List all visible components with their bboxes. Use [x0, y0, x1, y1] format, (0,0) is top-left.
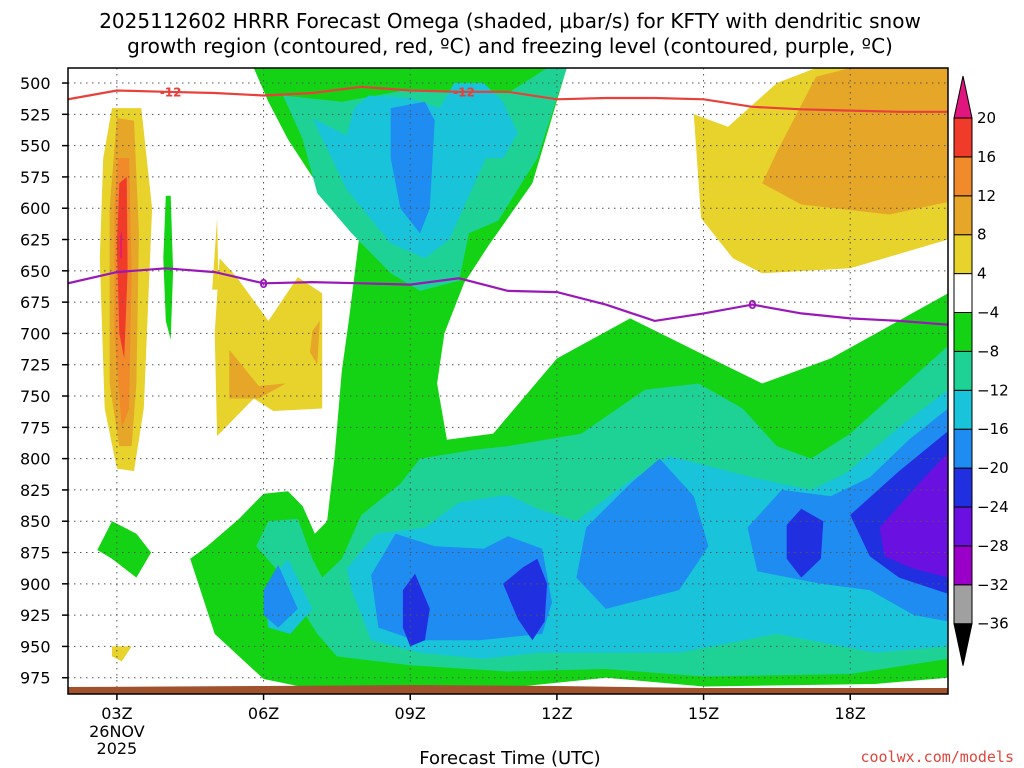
colorbar-tick-5: −16: [977, 420, 1009, 438]
dgz-contour-line: [68, 85, 948, 113]
colorbar-tick-4: −20: [977, 459, 1009, 477]
colorbar-tick-3: −24: [977, 498, 1009, 516]
y-tick-label-750: 750: [20, 387, 51, 406]
y-tick-label-875: 875: [20, 544, 51, 563]
y-tick-label-700: 700: [20, 324, 51, 343]
y-tick-label-775: 775: [20, 418, 51, 437]
omega-region-4-4: [112, 646, 132, 662]
colorbar-tick-10: 8: [977, 226, 987, 244]
omega-region-neg20-1: [503, 558, 548, 641]
dgz-contour-label-0: -12: [160, 85, 182, 99]
y-tick-label-725: 725: [20, 356, 51, 375]
colorbar-tick-6: −12: [977, 381, 1009, 399]
omega-region-8-1: [229, 349, 286, 399]
freezing-contour-label-0: 0: [259, 277, 267, 291]
omega-region-neg24-0: [879, 452, 948, 578]
x-tick-label-9: 09Z: [395, 704, 426, 723]
colorbar-tick-1: −32: [977, 576, 1009, 594]
x-tick-sublabel-3-0: 26NOV: [89, 722, 145, 741]
colorbar-tick-2: −28: [977, 537, 1009, 555]
omega-region-neg20-0: [402, 573, 430, 647]
colorbar-tick-0: −36: [977, 615, 1009, 633]
colorbar-segment-0: [953, 584, 973, 625]
y-tick-label-950: 950: [20, 637, 51, 656]
omega-region-neg16-4: [263, 565, 298, 628]
grid-lines: [68, 68, 948, 694]
colorbar-top-arrow: [953, 75, 973, 119]
colorbar-segment-8: [953, 273, 973, 314]
omega-region-neg16-2: [576, 458, 709, 609]
y-tick-label-600: 600: [20, 199, 51, 218]
colorbar-segment-3: [953, 467, 973, 508]
omega-region-neg4-2: [97, 521, 152, 578]
colorbar-segment-10: [953, 195, 973, 236]
colorbar-segment-2: [953, 506, 973, 547]
y-axis: 500 525 550 575 600 625 650 675 700 725 750 775 800 8…: [20, 74, 68, 688]
colorbar-tick-8: −4: [977, 304, 999, 322]
omega-region-neg16-0: [390, 101, 435, 234]
omega-region-8-3: [762, 68, 948, 215]
colorbar-segment-11: [953, 156, 973, 197]
x-axis-label: Forecast Time (UTC): [419, 748, 600, 768]
plot-frame: [67, 67, 949, 695]
x-tick-sublabel-3-1: 2025: [97, 739, 138, 758]
y-tick-label-650: 650: [20, 262, 51, 281]
omega-region-4-2: [212, 218, 219, 290]
y-tick-label-575: 575: [20, 168, 51, 187]
y-tick-label-675: 675: [20, 293, 51, 312]
chart-title-line-2: growth region (contoured, red, ºC) and f…: [127, 34, 893, 58]
colorbar-tick-7: −8: [977, 342, 999, 360]
colorbar-tick-13: 20: [977, 109, 996, 127]
colorbar-bottom-arrow: [953, 623, 973, 666]
colorbar-segment-9: [953, 234, 973, 275]
x-tick-label-15: 15Z: [688, 704, 719, 723]
omega-region-neg20-2: [786, 508, 824, 578]
colorbar: −36 −32 −28 −24 −20 −16 −12 −8 −4 4 8 12 16 20: [953, 75, 1009, 666]
y-tick-label-800: 800: [20, 450, 51, 469]
dgz-contour-label-1: -12: [453, 85, 475, 99]
colorbar-segment-7: [953, 312, 973, 352]
x-tick-label-18: 18Z: [835, 704, 866, 723]
colorbar-tick-9: 4: [977, 265, 987, 283]
colorbar-tick-11: 12: [977, 187, 996, 205]
colorbar-tick-12: 16: [977, 148, 996, 166]
omega-region-8-2: [310, 320, 320, 365]
y-tick-label-850: 850: [20, 512, 51, 531]
colorbar-segment-4: [953, 428, 973, 469]
plot-area: -12 -12 0 0: [67, 67, 949, 695]
y-tick-label-825: 825: [20, 481, 51, 500]
omega-shading: [97, 68, 948, 693]
credit-text: coolwx.com/models: [860, 748, 1014, 766]
colorbar-segment-1: [953, 545, 973, 586]
y-tick-label-925: 925: [20, 606, 51, 625]
chart-title-line-1: 2025112602 HRRR Forecast Omega (shaded, …: [99, 9, 921, 33]
freezing-contour-label-1: 0: [748, 298, 756, 312]
contour-lines: -12 -12 0 0: [68, 85, 948, 326]
y-tick-label-625: 625: [20, 231, 51, 250]
y-tick-label-500: 500: [20, 74, 51, 93]
colorbar-segment-5: [953, 389, 973, 430]
x-tick-label-3: 03Z: [101, 704, 132, 723]
y-tick-label-975: 975: [20, 669, 51, 688]
omega-region-16-0: [116, 176, 128, 359]
y-tick-label-550: 550: [20, 137, 51, 156]
freezing-contour-line: [68, 267, 948, 326]
omega-region-20-0: [120, 230, 122, 259]
x-tick-label-6: 06Z: [248, 704, 279, 723]
colorbar-segment-6: [953, 350, 973, 391]
y-tick-label-525: 525: [20, 105, 51, 124]
colorbar-segment-12: [953, 117, 973, 158]
y-tick-label-900: 900: [20, 575, 51, 594]
ground-surface: [68, 685, 948, 694]
x-tick-label-12: 12Z: [541, 704, 572, 723]
